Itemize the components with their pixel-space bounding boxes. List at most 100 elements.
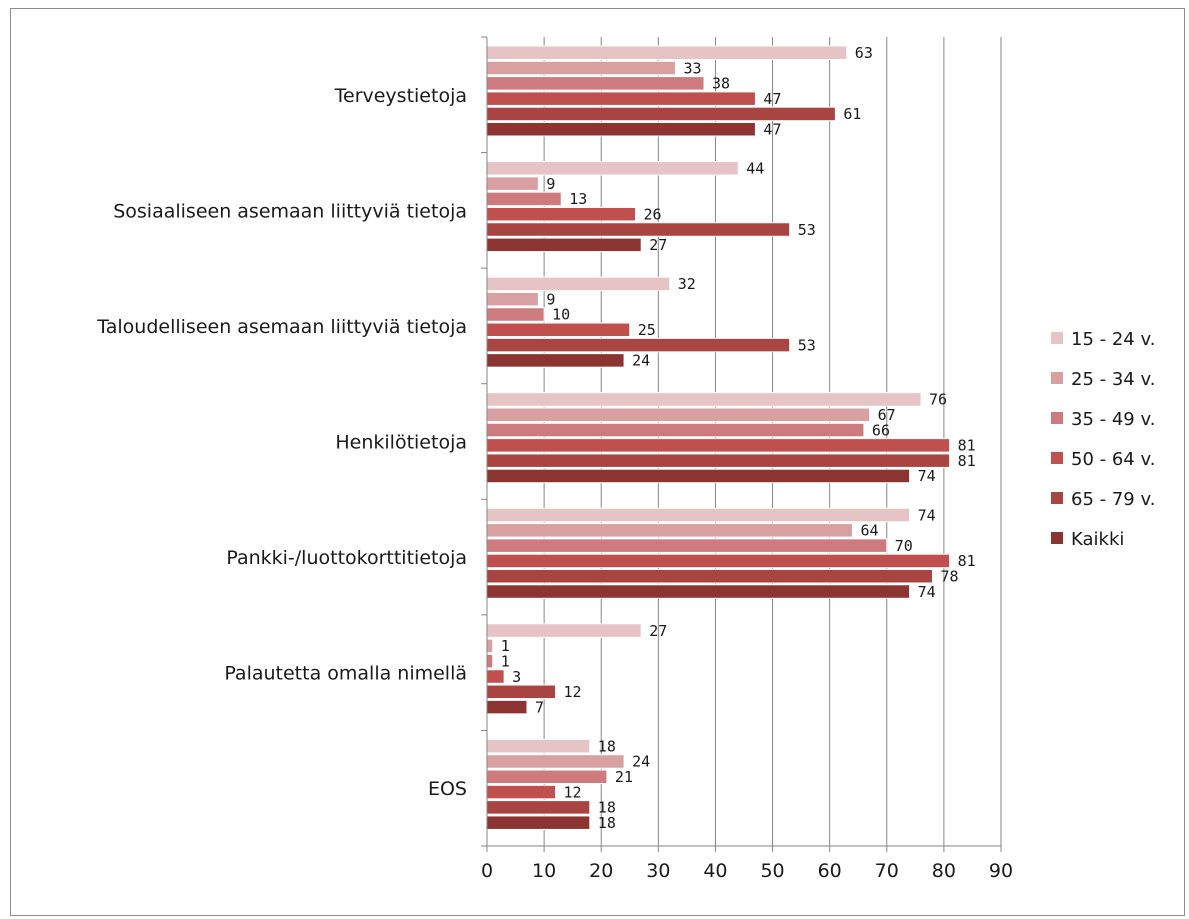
data-label: 24 <box>632 352 650 370</box>
labels: 63 33 38 47 61 47 Terveystietoja 44 9 13 26 53 27 Sos… <box>96 44 975 832</box>
data-label: 44 <box>746 160 764 178</box>
bar <box>486 422 865 438</box>
data-label: 18 <box>598 799 616 817</box>
tick-label-x: 60 <box>818 860 842 882</box>
tick-label-x: 10 <box>532 860 556 882</box>
bar <box>486 538 888 553</box>
data-label: 7 <box>535 698 544 716</box>
bar <box>486 568 933 584</box>
data-label: 24 <box>632 753 650 771</box>
data-label: 33 <box>683 59 701 77</box>
bar <box>486 684 557 700</box>
bar <box>486 638 494 654</box>
bar <box>486 507 911 523</box>
category-label: Terveystietoja <box>334 85 467 107</box>
data-label: 26 <box>643 205 661 223</box>
data-label: 70 <box>895 537 913 555</box>
legend-label: 35 - 49 v. <box>1071 409 1155 430</box>
bar <box>486 653 494 669</box>
data-label: 21 <box>615 768 633 786</box>
data-label: 12 <box>564 783 582 801</box>
bar <box>486 392 922 407</box>
category-label: Henkilötietoja <box>335 432 467 454</box>
category-label: Taloudelliseen asemaan liittyviä tietoja <box>96 316 467 338</box>
data-label: 64 <box>861 522 879 540</box>
data-label: 27 <box>649 236 667 254</box>
bar <box>486 161 739 176</box>
data-label: 3 <box>512 668 521 686</box>
legend: 15 - 24 v. 25 - 34 v. 35 - 49 v. 50 - 64 v.… <box>1051 329 1155 550</box>
bar <box>486 206 636 222</box>
data-label: 18 <box>598 814 616 832</box>
data-label: 67 <box>878 406 896 424</box>
bar <box>486 122 756 137</box>
bar <box>486 407 871 423</box>
category-label: Sosiaaliseen asemaan liittyviä tietoja <box>113 200 467 222</box>
data-label: 1 <box>501 652 510 670</box>
tick-label-x: 80 <box>932 860 956 882</box>
category-label: EOS <box>428 778 467 800</box>
bar <box>486 176 539 191</box>
legend-swatch <box>1051 452 1063 464</box>
bar <box>486 307 545 322</box>
data-label: 61 <box>843 105 861 123</box>
data-label: 38 <box>712 75 730 93</box>
bar <box>486 237 642 253</box>
legend-swatch <box>1051 532 1063 544</box>
data-label: 18 <box>598 737 616 755</box>
bar <box>486 438 951 453</box>
category-label: Pankki-/luottokorttitietoja <box>226 547 467 569</box>
legend-swatch <box>1051 332 1063 344</box>
bar <box>486 353 625 368</box>
tick-label-x: 30 <box>646 860 670 882</box>
data-label: 9 <box>546 290 555 308</box>
bar <box>486 738 591 754</box>
data-label: 74 <box>918 467 936 485</box>
data-label: 9 <box>546 175 555 193</box>
legend-label: 15 - 24 v. <box>1071 329 1155 350</box>
bar-chart: 0 10 20 30 40 50 60 70 80 90 63 33 38 47 61 47 Terveyst… <box>96 36 1155 882</box>
tick-label-x: 0 <box>481 860 493 882</box>
data-label: 47 <box>763 90 781 108</box>
data-label: 53 <box>798 336 816 354</box>
data-label: 74 <box>918 506 936 524</box>
legend-label: 25 - 34 v. <box>1071 369 1155 390</box>
data-label: 27 <box>649 622 667 640</box>
bar <box>486 800 591 815</box>
data-label: 81 <box>958 452 976 470</box>
data-label: 12 <box>564 683 582 701</box>
tick-label-x: 50 <box>760 860 784 882</box>
legend-swatch <box>1051 372 1063 384</box>
category-label: Palautetta omalla nimellä <box>224 663 467 685</box>
bar <box>486 337 791 353</box>
data-label: 81 <box>958 552 976 570</box>
bar <box>486 623 642 638</box>
legend-label: Kaikki <box>1071 529 1124 550</box>
bar <box>486 699 528 715</box>
bar <box>486 784 557 800</box>
bar <box>486 76 705 91</box>
bar <box>486 60 676 76</box>
legend-swatch <box>1051 412 1063 424</box>
data-label: 1 <box>501 637 510 655</box>
data-label: 78 <box>940 567 958 585</box>
bar <box>486 553 951 569</box>
bar <box>486 468 911 484</box>
legend-swatch <box>1051 492 1063 504</box>
tick-label-x: 70 <box>875 860 899 882</box>
bar <box>486 754 625 769</box>
bar <box>486 584 911 599</box>
bar <box>486 276 671 292</box>
data-label: 10 <box>552 306 570 324</box>
legend-label: 50 - 64 v. <box>1071 449 1155 470</box>
data-label: 63 <box>855 44 873 62</box>
tick-label-x: 40 <box>703 860 727 882</box>
data-label: 53 <box>798 221 816 239</box>
tick-label-x: 90 <box>989 860 1013 882</box>
data-label: 81 <box>958 437 976 455</box>
chart-frame: 0 10 20 30 40 50 60 70 80 90 63 33 38 47 61 47 Terveyst… <box>10 8 1185 916</box>
bar <box>486 106 836 122</box>
legend-label: 65 - 79 v. <box>1071 489 1155 510</box>
data-label: 76 <box>929 391 947 409</box>
bar <box>486 669 505 684</box>
